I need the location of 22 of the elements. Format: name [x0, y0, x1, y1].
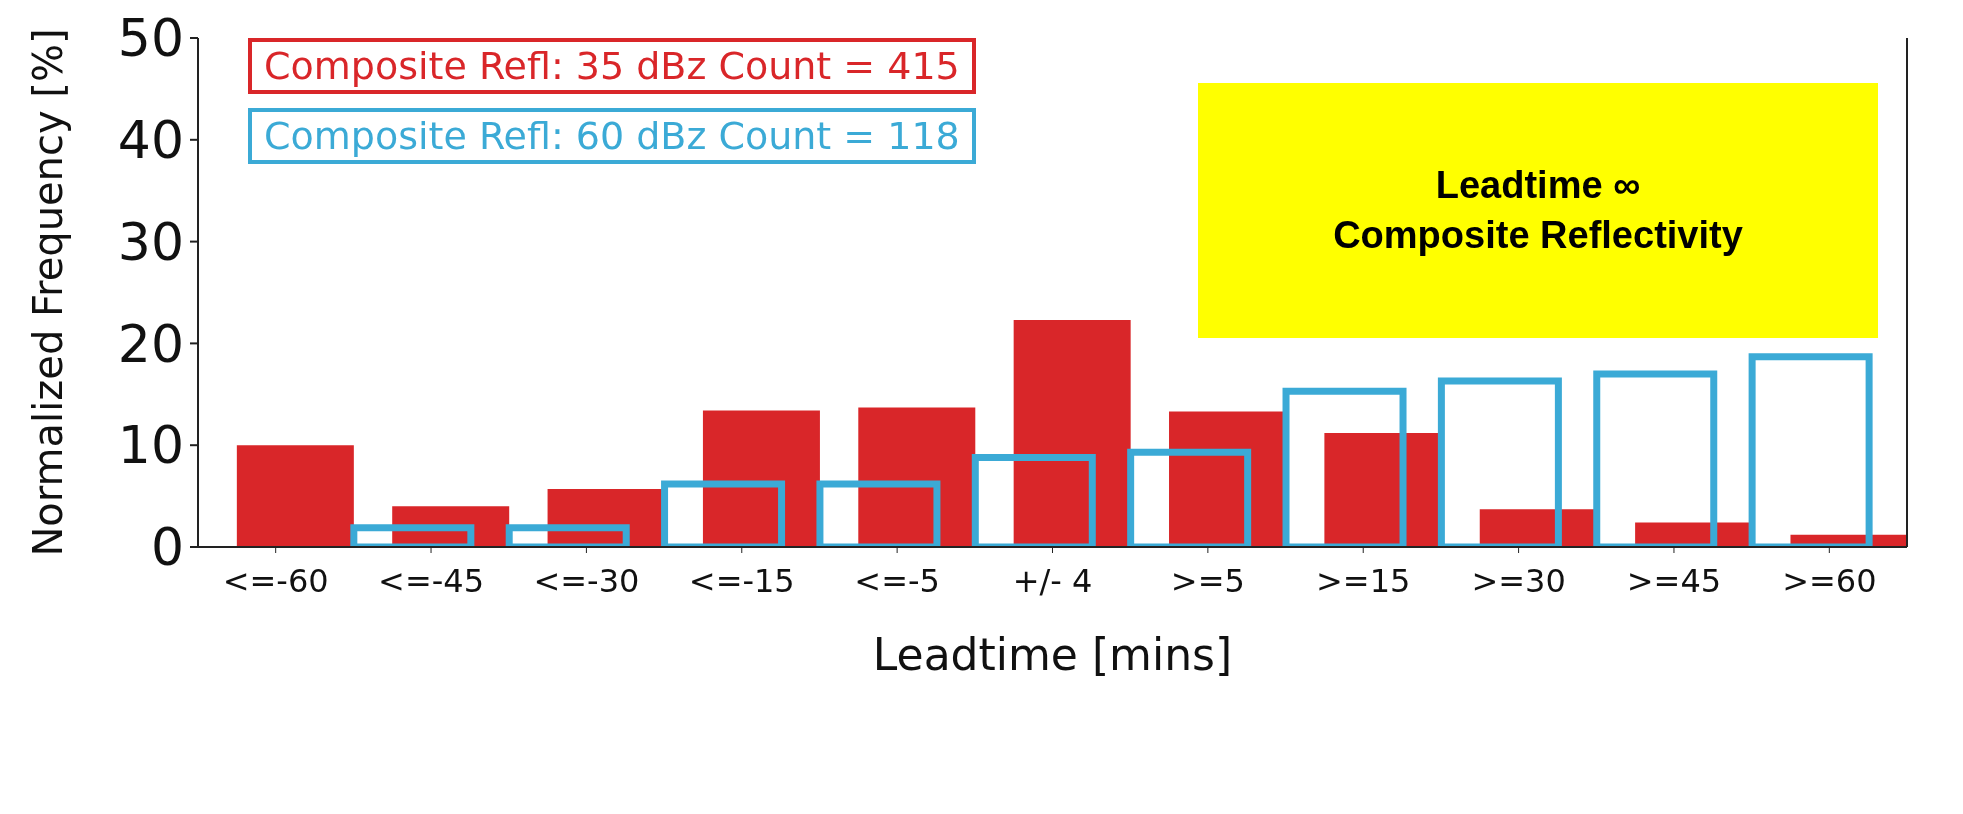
y-tick-label: 30 [117, 211, 184, 272]
text: Composite Refl: 35 dBz Count = 415 [248, 38, 976, 94]
x-tick-label: >=5 [1170, 561, 1245, 600]
x-tick-label: +/- 4 [1012, 561, 1093, 600]
y-tick-label: 0 [150, 517, 184, 578]
x-tick-label: <=-15 [688, 561, 795, 600]
y-tick-label: 20 [117, 313, 184, 374]
x-tick-label: >=15 [1316, 561, 1411, 600]
x-tick-label: >=45 [1626, 561, 1722, 600]
note-box: Leadtime ∞ Composite Reflectivity [1198, 83, 1878, 338]
y-tick-label: 50 [117, 8, 184, 69]
x-axis-title: Leadtime [mins] [872, 629, 1233, 680]
x-tick-label: <=-30 [533, 561, 640, 600]
x-tick-label: <=-60 [222, 561, 329, 600]
x-tick-label: <=-45 [378, 561, 484, 600]
y-axis-title: Normalized Frequency [%] [25, 28, 72, 557]
text: Composite Refl: 60 dBz Count = 118 [248, 108, 976, 164]
x-tick-label: >=60 [1782, 561, 1877, 600]
x-tick-label: <=-5 [854, 561, 940, 600]
x-tick-label: >=30 [1471, 561, 1566, 600]
y-tick-label: 10 [117, 415, 184, 476]
y-tick-label: 40 [117, 110, 184, 170]
